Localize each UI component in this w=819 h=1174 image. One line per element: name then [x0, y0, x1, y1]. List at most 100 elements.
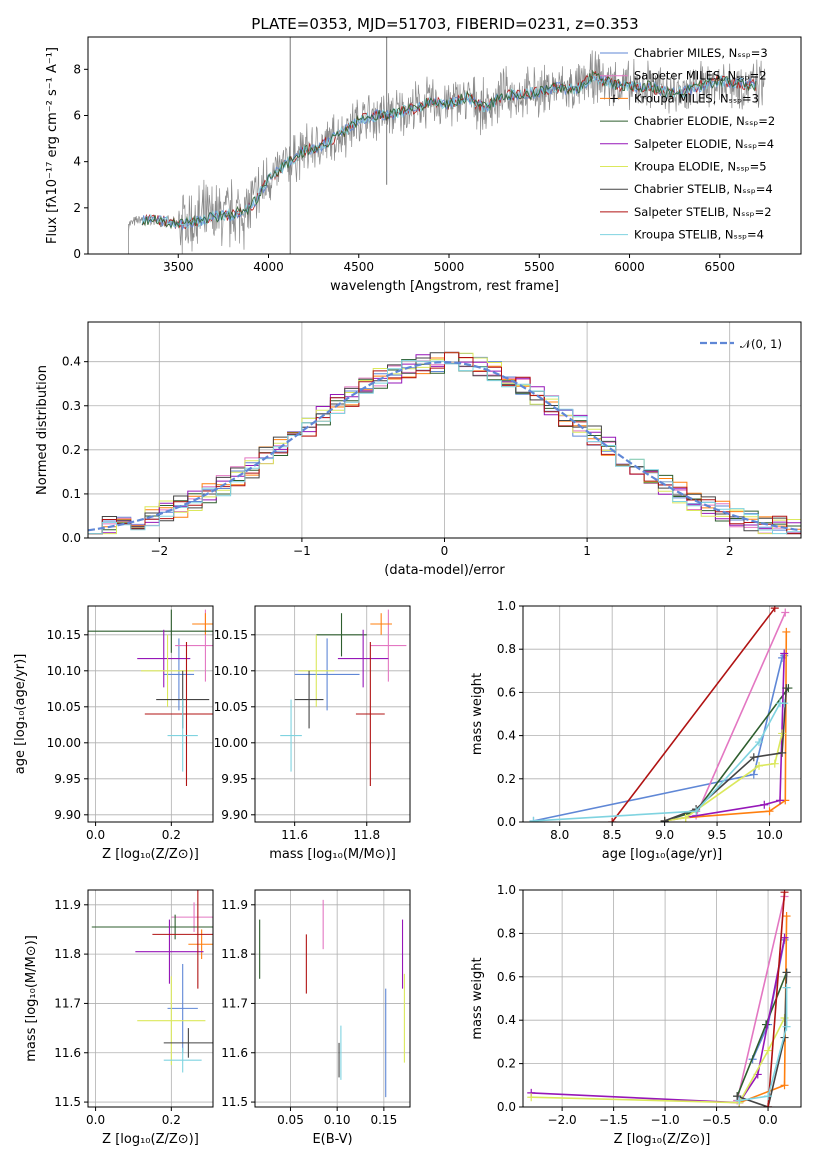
x-tick-label: 5500 — [524, 260, 555, 274]
x-tick-label: 6000 — [614, 260, 645, 274]
y-tick-label: 4 — [73, 155, 81, 169]
y-tick-label: 11.7 — [221, 996, 248, 1010]
mass-weight-point — [760, 800, 769, 809]
y-tick-label: 0.4 — [62, 355, 81, 369]
y-tick-label: 9.95 — [54, 772, 81, 786]
mass-weight-line — [664, 688, 788, 822]
mass-weight-point — [692, 807, 701, 816]
model-spectrum-3 — [141, 69, 757, 230]
y-tick-label: 0.0 — [497, 1100, 516, 1114]
mass-weight-line — [739, 987, 788, 1102]
axes-frame — [254, 889, 411, 1108]
x-tick-label: 0.0 — [86, 828, 105, 842]
observed-spectrum — [128, 50, 766, 254]
y-tick-label: 10.10 — [47, 664, 81, 678]
axes-frame — [87, 36, 802, 255]
y-tick-label: 0.2 — [62, 443, 81, 457]
y-tick-label: 0.2 — [497, 772, 516, 786]
axes-frame — [87, 889, 214, 1108]
x-tick-label: 5000 — [434, 260, 465, 274]
mass-weight-vs-metallicity-panel: −2.0 −1.5 −1.0 −0.5 0.0 0.0 0.2 0.4 0.6 0.8 1.0 Z [… — [470, 883, 802, 1147]
legend-label: Kroupa ELODIE, Nₛₛₚ=5 — [634, 160, 767, 174]
x-tick-label: 0 — [441, 544, 449, 558]
y-tick-label: 1.0 — [497, 883, 516, 897]
y-tick-label: 0.1 — [62, 487, 81, 501]
x-tick-label: 10.0 — [756, 828, 783, 842]
mass-weight-point — [735, 1096, 744, 1105]
axes-frame — [522, 889, 802, 1108]
spectrum-title: PLATE=0353, MJD=51703, FIBERID=0231, z=0… — [251, 15, 638, 33]
mass-weight-point — [749, 770, 758, 779]
mass-weight-point — [733, 1092, 742, 1101]
x-tick-label: 6500 — [704, 260, 735, 274]
plot-area — [88, 322, 801, 538]
histogram-step — [88, 352, 801, 535]
legend-label: Chabrier MILES, Nₛₛₚ=3 — [634, 46, 768, 60]
x-axis-label: Z [log₁₀(Z/Z⊙)] — [102, 1132, 199, 1147]
legend-label: Salpeter STELIB, Nₛₛₚ=2 — [634, 205, 772, 219]
axes-frame — [87, 321, 802, 539]
mass-weight-point — [681, 813, 690, 822]
y-tick-label: 11.8 — [54, 947, 81, 961]
y-axis-label: Normed distribution — [35, 365, 50, 495]
y-tick-label: 0 — [73, 247, 81, 261]
mass-weight-line — [531, 1017, 786, 1104]
residual-histogram-panel: −2 −1 0 1 2 0.0 0.1 0.2 0.3 0.4 (data-model)/error… — [35, 321, 802, 578]
legend-label: 𝒩(0, 1) — [740, 337, 782, 351]
mass-weight-line — [611, 607, 776, 822]
mass-weight-line — [685, 631, 788, 819]
y-tick-label: 1.0 — [497, 599, 516, 613]
y-tick-label: 10.15 — [47, 628, 81, 642]
x-tick-label: 0.05 — [277, 1113, 304, 1127]
legend-label: Salpeter ELODIE, Nₛₛₚ=4 — [634, 137, 774, 151]
mass-weight-line — [533, 655, 785, 822]
mass-weight-point — [764, 1103, 773, 1107]
mass-weight-point — [782, 627, 791, 636]
y-tick-label: 10.00 — [47, 736, 81, 750]
y-tick-label: 0.6 — [497, 970, 516, 984]
mass-weight-point — [782, 968, 791, 977]
y-tick-label: 10.10 — [214, 664, 248, 678]
y-tick-label: 11.6 — [54, 1046, 81, 1060]
y-tick-label: 0.3 — [62, 399, 81, 413]
plot-area — [128, 37, 766, 254]
y-tick-label: 0.6 — [497, 685, 516, 699]
y-tick-label: 11.8 — [221, 947, 248, 961]
x-tick-label: 4000 — [253, 260, 284, 274]
y-tick-label: 11.5 — [221, 1095, 248, 1109]
legend-label: Chabrier STELIB, Nₛₛₚ=4 — [634, 182, 773, 196]
y-tick-label: 11.9 — [54, 898, 81, 912]
x-tick-label: 8.5 — [603, 828, 622, 842]
mass-weight-line — [664, 653, 785, 822]
mass-vs-metallicity-panel: 0.0 0.2 11.5 11.6 11.7 11.8 11.9 Z [log₁₀(Z/Z⊙)… — [24, 889, 214, 1147]
y-tick-label: 8 — [73, 62, 81, 76]
x-tick-label: −0.5 — [702, 1113, 731, 1127]
y-axis-label: mass [log₁₀(M/M⊙)] — [24, 935, 39, 1062]
mass-weight-point — [755, 761, 764, 770]
mass-weight-point — [781, 608, 790, 617]
mass-weight-point — [749, 753, 758, 762]
mass-weight-point — [529, 816, 538, 822]
mass-weight-point — [770, 759, 779, 768]
y-axis-label: age [log₁₀(age/yr)] — [13, 654, 28, 775]
y-tick-label: 9.90 — [221, 808, 248, 822]
x-axis-label: (data-model)/error — [384, 563, 505, 578]
mass-weight-point — [782, 912, 791, 921]
age-vs-mass-panel: 11.6 11.8 9.90 9.95 10.00 10.05 10.10 10.15 mass… — [214, 605, 411, 862]
mass-weight-point — [780, 699, 789, 708]
y-tick-label: 2 — [73, 201, 81, 215]
x-tick-label: 11.6 — [281, 828, 308, 842]
x-tick-label: 0.2 — [162, 828, 181, 842]
x-tick-label: 0.15 — [370, 1113, 397, 1127]
x-tick-label: −2 — [150, 544, 168, 558]
mass-weight-vs-age-panel: 8.0 8.5 9.0 9.5 10.0 0.0 0.2 0.4 0.6 0.8 1.0 age [l… — [470, 599, 802, 862]
plot-area — [255, 606, 410, 822]
x-tick-label: 0.2 — [162, 1113, 181, 1127]
y-axis-label: Flux [fλ10⁻¹⁷ erg cm⁻² s⁻¹ A⁻¹] — [45, 47, 60, 244]
plot-area — [255, 890, 410, 1107]
legend-label: Kroupa MILES, Nₛₛₚ=3 — [634, 91, 759, 105]
y-tick-label: 9.90 — [54, 808, 81, 822]
y-tick-label: 0.0 — [62, 531, 81, 545]
mass-weight-point — [780, 933, 789, 942]
